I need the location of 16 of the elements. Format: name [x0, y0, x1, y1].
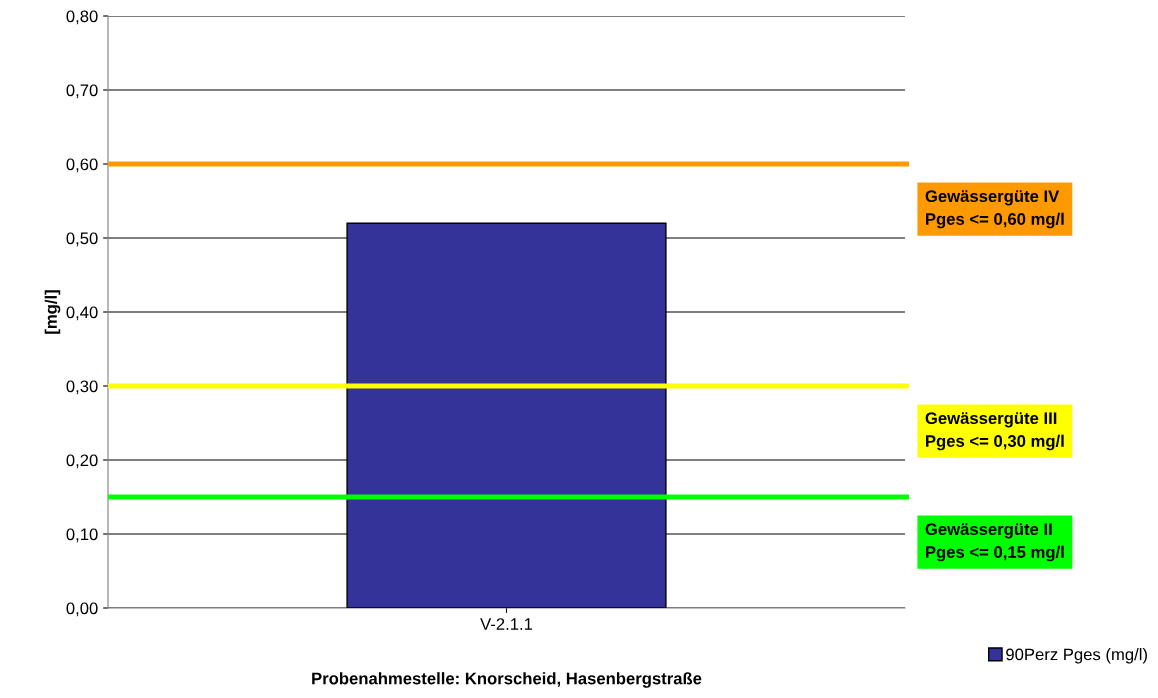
ref-line-label: Gewässergüte IV Pges <= 0,60 mg/l: [925, 190, 1064, 229]
y-tick-label: 0,00: [66, 602, 98, 617]
y-tick-label: 0,30: [66, 380, 98, 395]
y-axis-title: [mg/l]: [44, 290, 61, 334]
x-axis-title: Probenahmestelle: Knorscheid, Hasenbergstraße: [312, 672, 702, 688]
ref-line-label: Gewässergüte II Pges <= 0,15 mg/l: [925, 523, 1064, 562]
y-tick-label: 0,20: [66, 454, 98, 469]
y-tick-label: 0,80: [66, 10, 98, 25]
ref-line-label: Gewässergüte III Pges <= 0,30 mg/l: [925, 412, 1064, 451]
legend-label: 90Perz Pges (mg/l): [1006, 648, 1147, 664]
y-tick-label: 0,70: [66, 84, 98, 99]
x-tick-label: V-2.1.1: [480, 618, 533, 630]
y-tick-label: 0,40: [66, 306, 98, 321]
y-tick-label: 0,10: [66, 528, 98, 543]
y-tick-label: 0,50: [66, 232, 98, 247]
y-tick-label: 0,60: [66, 158, 98, 173]
